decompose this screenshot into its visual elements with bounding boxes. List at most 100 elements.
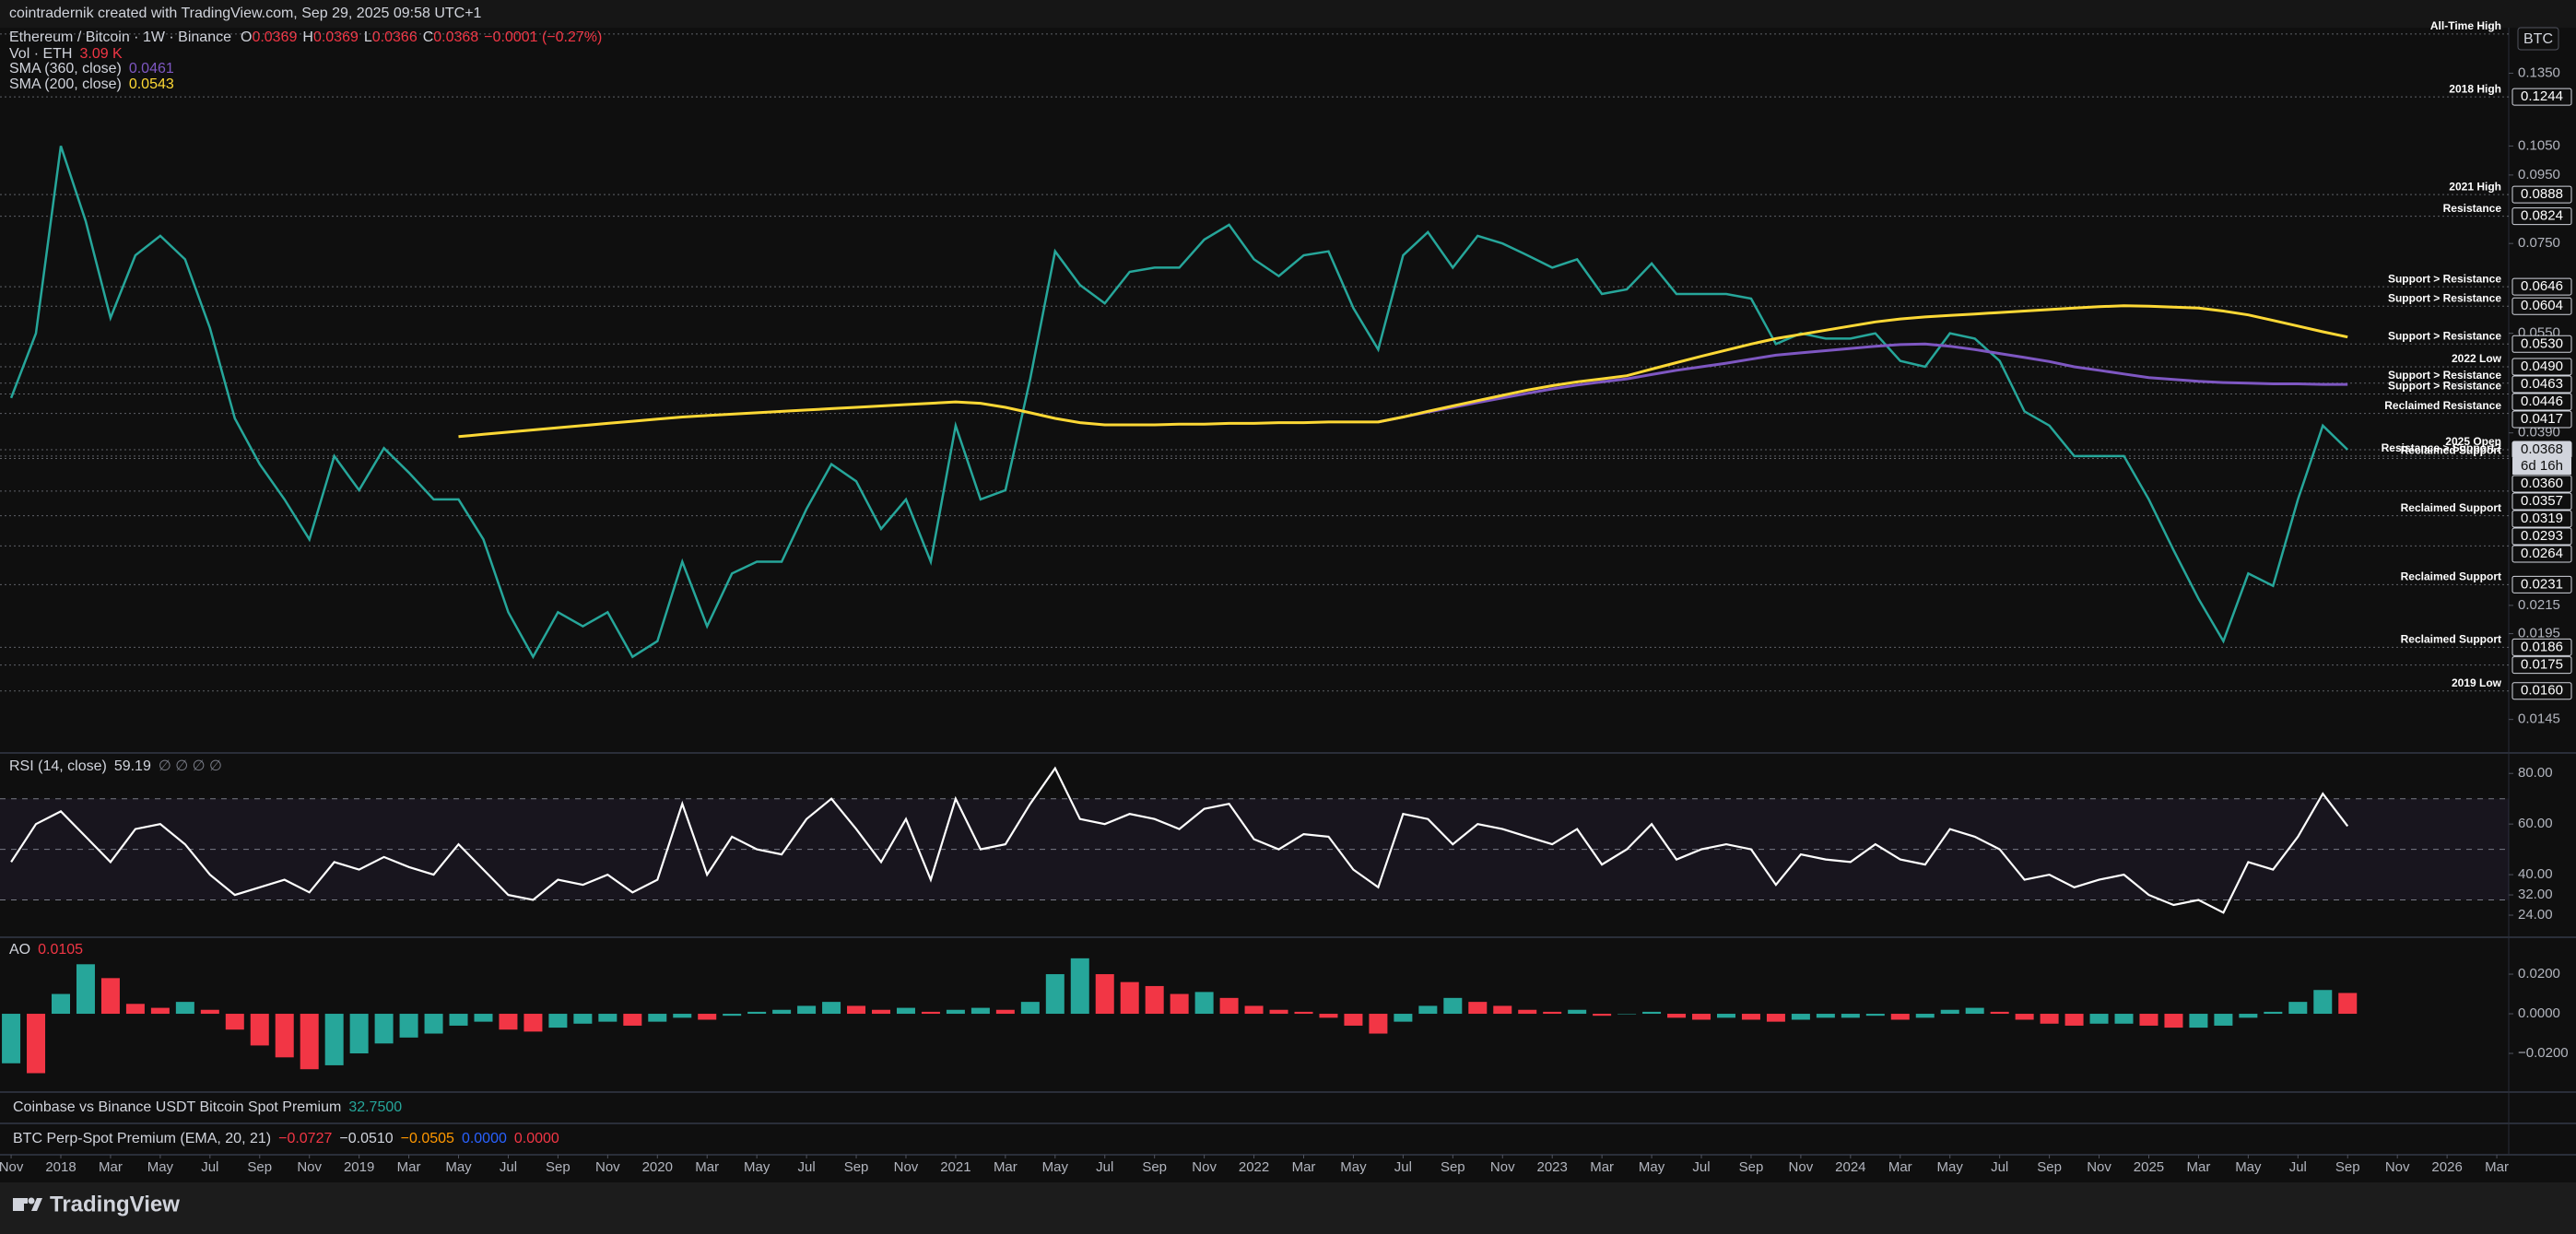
level-name: Resistance xyxy=(2443,202,2502,215)
x-tick-label: May xyxy=(744,1159,770,1175)
credit: cointradernik created with TradingView.c… xyxy=(9,6,482,21)
ao-bar xyxy=(2338,993,2358,1015)
ao-bar xyxy=(2164,1014,2183,1028)
x-tick-label: Nov xyxy=(1789,1159,1814,1175)
ao-bar xyxy=(2214,1014,2233,1026)
x-tick-label: 2021 xyxy=(940,1159,970,1175)
ohlc-key: O xyxy=(241,29,252,45)
level-name: Resistance > Support? xyxy=(2382,441,2501,454)
x-tick-label: May xyxy=(1340,1159,1367,1175)
ohlc-value: 0.0369 xyxy=(313,29,359,45)
ao-bar xyxy=(598,1014,618,1022)
x-tick-label: Mar xyxy=(994,1159,1017,1175)
ao-bar xyxy=(125,1004,145,1015)
symbol-box[interactable] xyxy=(2517,27,2559,51)
indicator-value: 32.7500 xyxy=(348,1099,402,1115)
pane-title: AO xyxy=(9,942,30,958)
ao-bar xyxy=(1070,958,1089,1015)
x-tick-label: Mar xyxy=(1292,1159,1316,1175)
ao-bar xyxy=(1716,1014,1735,1018)
ao-bar xyxy=(1692,1014,1711,1020)
ao-bar xyxy=(1219,997,1239,1015)
level-value-box xyxy=(2511,656,2572,675)
legend-name: SMA (360, close) xyxy=(9,61,122,76)
x-tick-label: Jul xyxy=(500,1159,517,1175)
ao-bar xyxy=(349,1014,369,1054)
y-tick-label: 0.0950 xyxy=(2518,167,2560,182)
level-value-box xyxy=(2511,358,2572,376)
ao-bar xyxy=(1418,1005,1438,1015)
footer-brand: TradingView xyxy=(50,1192,180,1216)
y-tick-label: 40.00 xyxy=(2518,866,2553,882)
ohlc-value: 0.0368 xyxy=(433,29,478,45)
countdown: 6d 16h xyxy=(2521,458,2563,474)
ao-bar xyxy=(896,1007,915,1015)
ao-bar xyxy=(2,1014,21,1064)
ao-bar xyxy=(698,1014,717,1020)
symbol-box-label: BTC xyxy=(2523,31,2553,47)
x-tick-label: 2018 xyxy=(45,1159,76,1175)
ao-bar xyxy=(1543,1011,1562,1015)
level-value-label: 0.0160 xyxy=(2521,683,2563,699)
x-tick-label: Nov xyxy=(894,1159,919,1175)
x-tick-label: Jul xyxy=(1394,1159,1412,1175)
ao-bar xyxy=(1568,1009,1587,1015)
y-tick-label: 24.00 xyxy=(2518,907,2553,923)
level-name: Reclaimed Support xyxy=(2401,501,2501,514)
x-tick-label: Mar xyxy=(1888,1159,1912,1175)
ohlc-key: C xyxy=(423,29,434,45)
ao-bar xyxy=(1841,1014,1860,1018)
indicator-value: −0.0727 xyxy=(278,1131,332,1146)
ao-bar xyxy=(772,1009,792,1015)
y-tick-label: 0.0390 xyxy=(2518,425,2560,441)
ao-bar xyxy=(946,1009,965,1015)
x-tick-label: Mar xyxy=(1590,1159,1614,1175)
y-tick-label: 0.0750 xyxy=(2518,235,2560,251)
ao-bar xyxy=(1890,1014,1910,1020)
x-tick-label: Nov xyxy=(2087,1159,2111,1175)
legend-entry: SMA (200, close) 0.0543 xyxy=(9,76,174,92)
ao-bar xyxy=(1642,1011,1662,1015)
ao-bar xyxy=(1020,1002,1040,1015)
ao-bar xyxy=(200,1009,219,1015)
ao-bar xyxy=(2239,1014,2258,1018)
level-value-label: 0.0264 xyxy=(2521,546,2563,561)
y-tick-label: 60.00 xyxy=(2518,816,2553,831)
ao-bar xyxy=(225,1014,244,1030)
x-tick-label: Nov xyxy=(0,1159,24,1175)
price-line xyxy=(9,146,2349,660)
x-tick-label: Jul xyxy=(201,1159,218,1175)
pane-extra: ∅ ∅ ∅ ∅ xyxy=(159,758,222,774)
pane-legend: AO 0.0105 xyxy=(9,942,83,958)
ao-bar xyxy=(872,1009,891,1015)
ao-bar xyxy=(2313,990,2333,1015)
pane-value: 0.0105 xyxy=(38,942,83,958)
change: −0.0001 (−0.27%) xyxy=(484,29,602,45)
symbol-legend: Ethereum / Bitcoin · 1W · Binance O0.0369… xyxy=(9,29,602,45)
level-name: Reclaimed Support xyxy=(2401,444,2501,457)
level-value-label: 0.0530 xyxy=(2521,335,2563,351)
x-tick-label: Sep xyxy=(2037,1159,2062,1175)
x-tick-label: Jul xyxy=(798,1159,816,1175)
ao-bar xyxy=(548,1014,568,1028)
x-tick-label: Nov xyxy=(1192,1159,1217,1175)
ao-bar xyxy=(1344,1014,1363,1026)
ao-bar xyxy=(1095,974,1114,1015)
level-name: 2018 High xyxy=(2449,82,2501,95)
rsi-line xyxy=(10,766,2349,914)
level-value-box xyxy=(2511,88,2572,106)
ao-bar xyxy=(76,964,95,1015)
ao-bar xyxy=(1766,1014,1785,1022)
ao-bar xyxy=(27,1014,46,1074)
level-value-label: 0.0175 xyxy=(2521,657,2563,673)
sma-line xyxy=(458,304,2348,439)
ao-bar xyxy=(324,1014,344,1065)
ao-bar xyxy=(1965,1007,1984,1015)
ao-bar xyxy=(995,1009,1015,1015)
ao-bar xyxy=(52,993,70,1015)
level-name: Reclaimed Resistance xyxy=(2384,399,2501,412)
volume-legend: Vol · ETH 3.09 K xyxy=(9,46,123,62)
ao-bar xyxy=(2089,1014,2109,1024)
ao-bar xyxy=(1990,1011,2009,1015)
